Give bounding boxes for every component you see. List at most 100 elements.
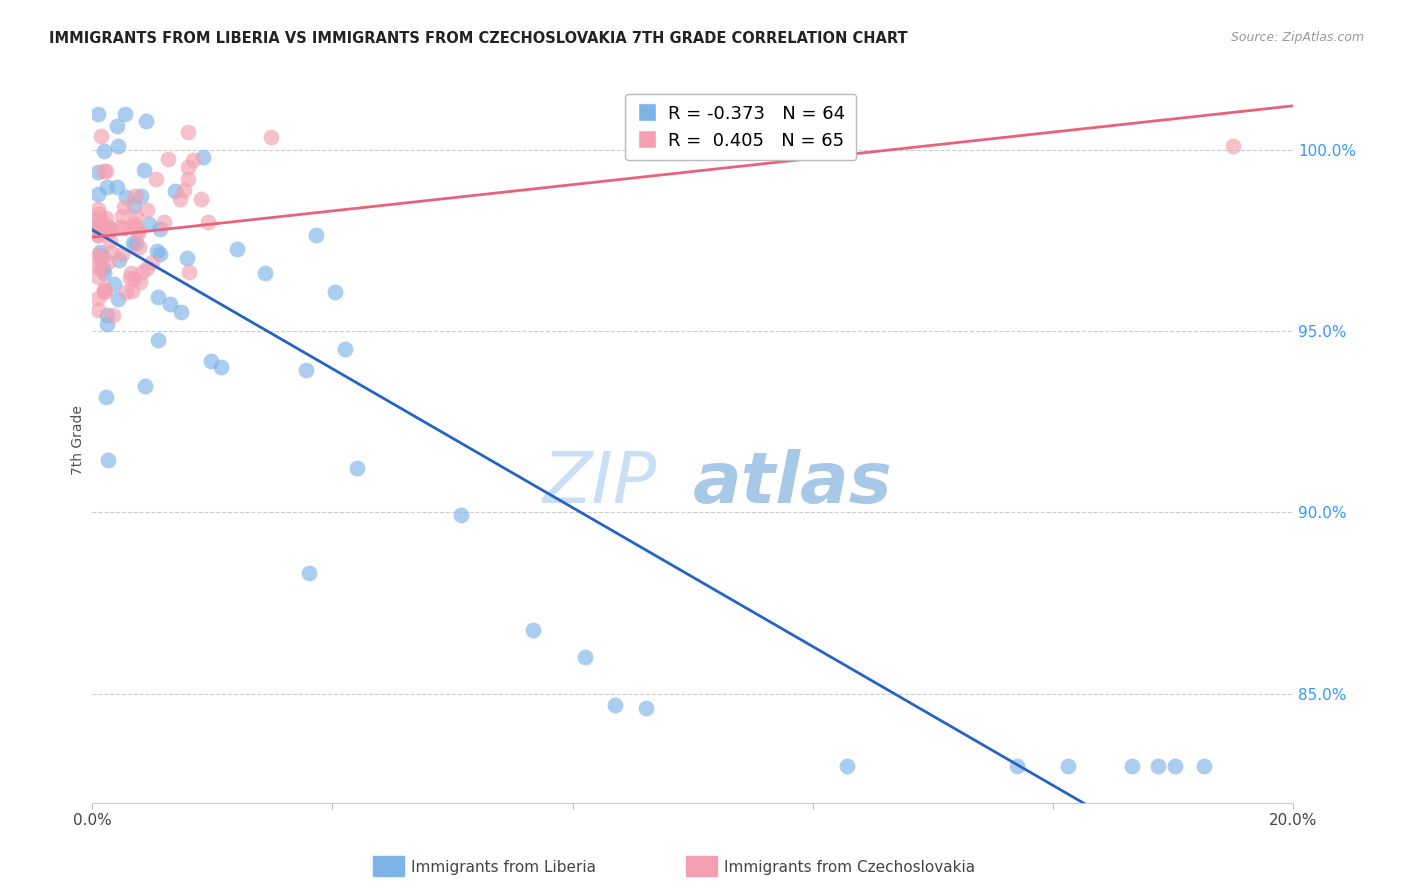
Point — [93, 163, 115, 178]
Point — [177, 125, 200, 139]
Point — [634, 700, 657, 714]
Point — [89, 261, 111, 276]
Point — [115, 190, 138, 204]
Point — [98, 220, 121, 235]
Point — [93, 266, 115, 280]
Point — [87, 220, 110, 235]
Point — [97, 255, 120, 269]
Point — [96, 309, 118, 323]
Point — [298, 566, 321, 580]
Point — [574, 649, 596, 664]
Point — [125, 235, 148, 250]
Point — [145, 171, 167, 186]
Point — [107, 138, 129, 153]
Point — [156, 152, 179, 166]
Point — [226, 242, 249, 256]
Point — [105, 180, 128, 194]
Point — [1222, 139, 1244, 153]
Point — [96, 163, 118, 178]
Point — [176, 251, 198, 265]
Point — [125, 210, 148, 224]
Text: ZIP: ZIP — [543, 449, 657, 518]
Point — [114, 200, 136, 214]
Point — [122, 199, 145, 213]
Point — [103, 277, 125, 291]
Point — [1164, 759, 1187, 773]
Point — [128, 240, 150, 254]
Point — [177, 160, 200, 174]
Point — [522, 623, 544, 637]
Point — [87, 269, 110, 284]
Point — [91, 215, 114, 229]
Point — [87, 227, 110, 242]
Point — [96, 179, 118, 194]
Point — [197, 215, 219, 229]
Point — [87, 164, 110, 178]
Point — [333, 342, 356, 356]
Point — [100, 245, 122, 260]
Point — [108, 253, 131, 268]
Point — [159, 296, 181, 310]
Point — [127, 226, 149, 240]
Point — [94, 211, 117, 225]
Point — [135, 202, 157, 217]
Point — [259, 129, 281, 144]
Point — [165, 184, 187, 198]
Point — [346, 461, 368, 475]
Point — [1005, 759, 1028, 773]
Point — [190, 192, 212, 206]
Point — [1192, 759, 1215, 773]
Point — [127, 223, 149, 237]
Point — [87, 211, 110, 226]
Point — [87, 186, 110, 201]
Point — [96, 317, 118, 331]
Point — [131, 265, 153, 279]
Point — [101, 308, 124, 322]
Legend: R = -0.373   N = 64, R =  0.405   N = 65: R = -0.373 N = 64, R = 0.405 N = 65 — [626, 94, 856, 161]
Point — [131, 189, 153, 203]
Point — [128, 276, 150, 290]
Point — [603, 698, 626, 712]
Point — [1057, 759, 1080, 773]
Point — [111, 247, 134, 261]
Point — [90, 249, 112, 263]
Point — [87, 221, 110, 235]
Point — [169, 192, 191, 206]
Point — [124, 189, 146, 203]
Point — [91, 261, 114, 276]
Point — [112, 220, 135, 235]
Point — [97, 452, 120, 467]
Point — [141, 255, 163, 269]
Text: IMMIGRANTS FROM LIBERIA VS IMMIGRANTS FROM CZECHOSLOVAKIA 7TH GRADE CORRELATION : IMMIGRANTS FROM LIBERIA VS IMMIGRANTS FR… — [49, 31, 908, 46]
Text: Immigrants from Liberia: Immigrants from Liberia — [411, 861, 596, 875]
Point — [87, 206, 110, 220]
Point — [93, 284, 115, 298]
Point — [124, 272, 146, 286]
Point — [105, 120, 128, 134]
Point — [110, 220, 132, 235]
Point — [87, 217, 110, 231]
Point — [146, 290, 169, 304]
Point — [87, 259, 110, 273]
Point — [89, 244, 111, 259]
Point — [138, 217, 160, 231]
Point — [107, 292, 129, 306]
Point — [835, 759, 858, 773]
Point — [89, 251, 111, 265]
Point — [114, 106, 136, 120]
Point — [115, 285, 138, 299]
Point — [94, 391, 117, 405]
Point — [93, 285, 115, 299]
Point — [121, 285, 143, 299]
Point — [124, 219, 146, 234]
Point — [120, 267, 142, 281]
Point — [136, 260, 159, 275]
Point — [179, 265, 201, 279]
Point — [134, 162, 156, 177]
Point — [87, 106, 110, 120]
Point — [118, 270, 141, 285]
Point — [93, 221, 115, 235]
Point — [177, 172, 200, 186]
Point — [209, 359, 232, 374]
Point — [90, 129, 112, 144]
